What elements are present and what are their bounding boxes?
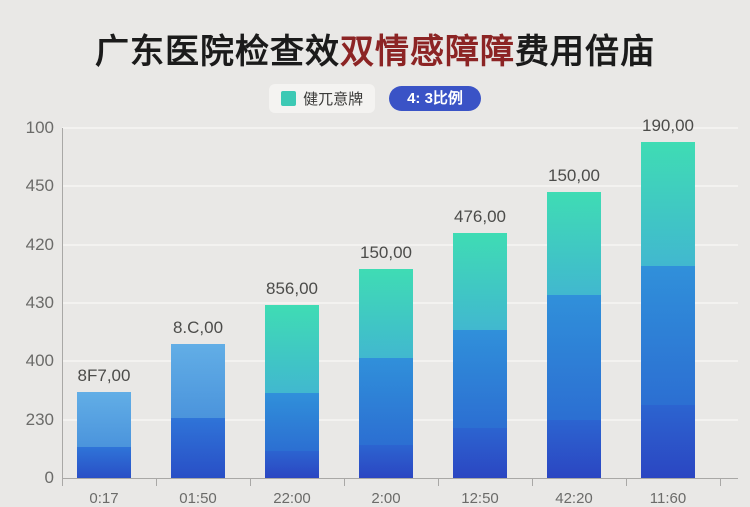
bar-value-label: 8.C,00 [172,318,224,337]
x-axis-tick-label: 12:50 [461,490,499,507]
bar-value-label: 190,00 [642,116,694,135]
bar[interactable] [171,344,225,478]
x-axis-tick-mark [344,478,345,486]
title-part-red: 双情感障障 [340,33,515,71]
gridline [62,243,738,246]
bar-value-label: 150,00 [548,166,600,185]
bar-segment[interactable] [77,447,131,478]
bar-segment[interactable] [547,420,601,478]
y-axis-tick-label: 0 [44,468,54,487]
x-axis-tick-label: 11:60 [649,490,687,507]
x-axis-tick-label: 01:50 [179,490,217,507]
x-axis-tick-mark [626,478,627,486]
bar-segment[interactable] [641,405,695,478]
bar-value-label: 8F7,00 [77,366,131,385]
bar-segment[interactable] [77,392,131,447]
x-axis-tick-mark [720,478,721,486]
bar-value-label: 856,00 [266,279,318,298]
bar-segment[interactable] [265,451,319,478]
y-axis-tick-label: 430 [25,293,54,312]
y-axis-tick-label: 400 [25,351,54,371]
x-axis-tick-mark [62,478,63,486]
bar-segment[interactable] [453,428,507,478]
x-axis-tick-label: 2:00 [371,490,401,507]
page-title: 广东医院检查效双情感障障费用倍庙 [0,24,750,73]
bar[interactable] [359,269,413,478]
bar-segment[interactable] [359,358,413,445]
bar-segment[interactable] [359,445,413,478]
x-axis-tick-label: 42:20 [555,490,593,507]
bar-value-label: 150,00 [360,243,412,262]
x-axis-tick-label: 0:17 [89,490,119,507]
y-axis-tick-label: 100 [25,118,54,137]
legend-ratio-badge[interactable]: 4: 3比例 [389,85,481,111]
bar-value-label: 476,00 [454,207,506,226]
bar-segment[interactable] [453,233,507,330]
bar-segment[interactable] [547,295,601,420]
gridline [62,127,738,129]
title-part-black-left: 广东医院检查效 [95,33,340,71]
y-axis-tick-label: 230 [25,409,54,429]
y-axis-line [62,128,63,478]
bar-segment[interactable] [171,418,225,478]
bar[interactable] [547,192,601,478]
bar-segment[interactable] [547,192,601,295]
x-axis-tick-mark [250,478,251,486]
y-axis-tick-label: 420 [25,234,54,254]
bar[interactable] [641,142,695,478]
legend-series-label: 健兀意牌 [303,90,364,108]
bar-segment[interactable] [265,305,319,393]
bar-segment[interactable] [641,266,695,405]
y-axis-tick-label: 450 [25,176,54,196]
bar-segment[interactable] [453,330,507,428]
gridline [62,185,738,188]
bar-segment[interactable] [641,142,695,266]
legend: 健兀意牌 4: 3比例 [0,83,750,113]
bar[interactable] [453,233,507,478]
title-part-black-right: 费用倍庙 [515,33,655,71]
x-axis-tick-mark [532,478,533,486]
x-axis-tick-label: 22:00 [273,490,311,507]
x-axis-line [62,478,738,479]
bar-segment[interactable] [171,344,225,418]
series-color-swatch [281,90,297,106]
bar[interactable] [77,392,131,478]
x-axis-tick-mark [156,478,157,486]
bar-segment[interactable] [265,393,319,451]
x-axis-tick-mark [438,478,439,486]
bar-segment[interactable] [359,269,413,358]
legend-item-series[interactable]: 健兀意牌 [269,83,376,113]
bar[interactable] [265,305,319,478]
